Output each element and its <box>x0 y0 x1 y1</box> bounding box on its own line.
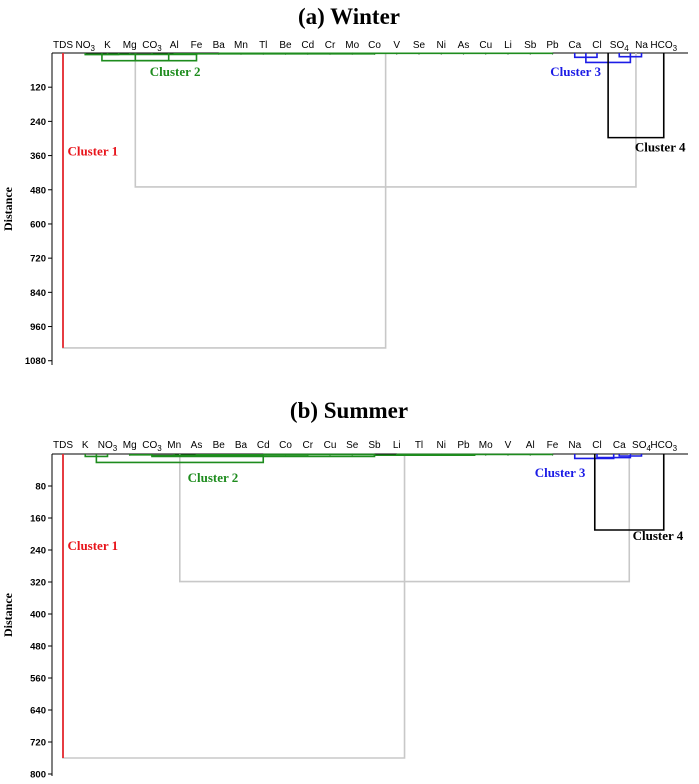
summer-leaf-label: Ni <box>437 440 446 451</box>
winter-y-tick-label: 1080 <box>25 356 46 367</box>
winter-merge-link <box>134 53 198 62</box>
summer-leaf-label: Ca <box>613 440 626 451</box>
winter-leaf-label: TDS <box>53 40 73 51</box>
winter-leaf-label: Cl <box>592 40 601 51</box>
summer-y-tick-label: 560 <box>30 674 46 685</box>
summer-merge-link <box>593 454 665 531</box>
summer-leaf-label: Na <box>568 440 581 451</box>
summer-leaf-label: Ba <box>235 440 248 451</box>
summer-cluster-4-label: Cluster 4 <box>633 528 684 543</box>
winter-leaf-label: Ba <box>213 40 226 51</box>
winter-leaf-label: V <box>393 40 400 51</box>
winter-leaf-label: Cu <box>479 40 492 51</box>
winter-y-tick-label: 240 <box>30 117 46 128</box>
winter-leaf-label: Tl <box>259 40 267 51</box>
winter-y-axis-label: Distance <box>1 186 15 231</box>
winter-y-tick-label: 720 <box>30 254 46 265</box>
summer-leaf-label: Co <box>279 440 292 451</box>
winter-leaf-label: CO3 <box>142 40 162 53</box>
summer-merge-link <box>240 454 309 456</box>
winter-leaf-label: Al <box>170 40 179 51</box>
summer-leaf-label: K <box>82 440 89 451</box>
summer-cluster-1-label: Cluster 1 <box>67 538 118 553</box>
summer-merge-link <box>128 454 153 456</box>
winter-leaf-label: Fe <box>191 40 203 51</box>
summer-y-tick-label: 400 <box>30 610 46 621</box>
winter-cluster-4-label: Cluster 4 <box>635 139 686 154</box>
summer-leaf-label: SO4 <box>632 440 651 453</box>
winter-leaf-label: Cr <box>325 40 336 51</box>
summer-leaf-label: CO3 <box>142 440 162 453</box>
winter-leaf-label: Na <box>635 40 648 51</box>
summer-leaf-label: Cd <box>257 440 270 451</box>
summer-leaf-label: Li <box>393 440 401 451</box>
summer-leaf-label: Cl <box>592 440 601 451</box>
winter-leaf-label: As <box>458 40 470 51</box>
summer-leaf-label: NO3 <box>98 440 118 453</box>
summer-leaf-label: Tl <box>415 440 423 451</box>
winter-cluster-1-label: Cluster 1 <box>67 144 118 159</box>
winter-cluster-2-label: Cluster 2 <box>150 64 201 79</box>
summer-leaf-label: As <box>191 440 203 451</box>
summer-y-tick-label: 80 <box>35 482 46 493</box>
winter-y-tick-label: 360 <box>30 151 46 162</box>
winter-leaf-label: Ca <box>568 40 581 51</box>
winter-y-tick-label: 960 <box>30 322 46 333</box>
winter-leaf-label: Be <box>279 40 292 51</box>
summer-leaf-label: Se <box>346 440 359 451</box>
summer-leaf-label: Sb <box>368 440 381 451</box>
winter-leaf-label: Pb <box>546 40 559 51</box>
winter-y-tick-label: 480 <box>30 185 46 196</box>
winter-y-tick-label: 120 <box>30 83 46 94</box>
summer-y-tick-label: 240 <box>30 546 46 557</box>
summer-cluster-2-label: Cluster 2 <box>188 470 239 485</box>
winter-y-tick-label: 840 <box>30 288 46 299</box>
summer-chart-title: (b) Summer <box>290 398 408 423</box>
summer-merge-link <box>217 454 242 456</box>
summer-leaf-label: Al <box>526 440 535 451</box>
winter-leaf-label: HCO3 <box>650 40 677 53</box>
summer-leaf-label: Pb <box>457 440 470 451</box>
summer-merge-link <box>195 454 220 456</box>
winter-leaf-label: Mn <box>234 40 248 51</box>
winter-chart-title: (a) Winter <box>298 4 400 29</box>
summer-merge-link <box>62 454 406 759</box>
summer-leaf-label: Cr <box>302 440 313 451</box>
summer-leaf-label: Mo <box>479 440 493 451</box>
winter-leaf-label: Sb <box>524 40 537 51</box>
winter-leaf-label: Co <box>368 40 381 51</box>
winter-merge-link <box>607 53 665 139</box>
summer-y-tick-label: 800 <box>30 770 46 781</box>
summer-y-tick-label: 160 <box>30 514 46 525</box>
summer-leaf-label: HCO3 <box>650 440 677 453</box>
summer-cluster-3-label: Cluster 3 <box>535 465 586 480</box>
winter-leaf-label: Cd <box>301 40 314 51</box>
summer-leaf-label: Mg <box>123 440 137 451</box>
summer-merge-link <box>95 454 265 464</box>
summer-y-tick-label: 480 <box>30 642 46 653</box>
winter-cluster-3-label: Cluster 3 <box>550 64 601 79</box>
summer-y-axis-label: Distance <box>1 592 15 637</box>
winter-merge-link <box>62 53 387 349</box>
summer-leaf-label: V <box>505 440 512 451</box>
summer-leaf-label: Mn <box>167 440 181 451</box>
winter-leaf-label: NO3 <box>76 40 96 53</box>
winter-leaf-label: Se <box>413 40 426 51</box>
winter-leaf-label: K <box>104 40 111 51</box>
winter-leaf-label: SO4 <box>610 40 629 53</box>
winter-leaf-label: Mo <box>345 40 359 51</box>
summer-leaf-label: Be <box>213 440 226 451</box>
winter-merge-link <box>195 53 376 55</box>
summer-y-tick-label: 640 <box>30 706 46 717</box>
summer-leaf-label: Fe <box>547 440 559 451</box>
summer-leaf-label: TDS <box>53 440 73 451</box>
winter-leaf-label: Ni <box>437 40 446 51</box>
summer-y-tick-label: 320 <box>30 578 46 589</box>
summer-leaf-label: Cu <box>324 440 337 451</box>
winter-y-tick-label: 600 <box>30 219 46 230</box>
winter-leaf-label: Mg <box>123 40 137 51</box>
winter-leaf-label: Li <box>504 40 512 51</box>
summer-y-tick-label: 720 <box>30 738 46 749</box>
